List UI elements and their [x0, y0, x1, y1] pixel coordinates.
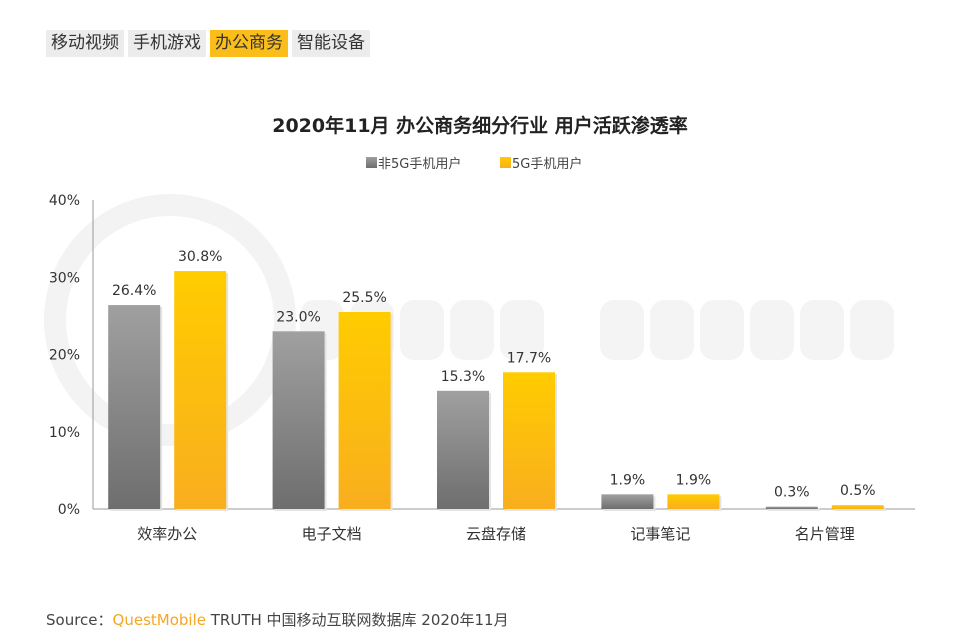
tab-mobile-video[interactable]: 移动视频	[46, 30, 124, 57]
bar	[272, 331, 325, 509]
y-tick-label: 30%	[49, 270, 80, 286]
bar	[174, 271, 227, 509]
y-tick-label: 20%	[49, 348, 80, 364]
data-label: 0.5%	[840, 483, 876, 499]
bar	[437, 390, 489, 509]
bar	[108, 305, 161, 509]
tab-smart-devices[interactable]: 智能设备	[292, 30, 370, 57]
chart-title: 2020年11月 办公商务细分行业 用户活跃渗透率	[272, 114, 688, 137]
legend-swatch	[366, 157, 377, 168]
data-label: 15.3%	[441, 369, 485, 385]
watermark-glyph	[800, 300, 844, 360]
watermark-glyph	[500, 300, 544, 360]
y-tick-label: 0%	[58, 502, 80, 518]
data-label: 0.3%	[774, 485, 810, 501]
y-tick-label: 10%	[49, 425, 80, 441]
watermark-glyph	[650, 300, 694, 360]
x-tick-label: 效率办公	[137, 525, 197, 543]
tab-mobile-games[interactable]: 手机游戏	[128, 30, 206, 57]
data-label: 17.7%	[507, 350, 551, 366]
bar	[338, 312, 391, 509]
bar	[601, 494, 654, 509]
tab-office-business[interactable]: 办公商务	[210, 30, 288, 57]
watermark-glyph	[600, 300, 644, 360]
source-note: Source：QuestMobile TRUTH 中国移动互联网数据库 2020…	[46, 609, 509, 630]
data-label: 30.8%	[178, 249, 222, 265]
source-text: TRUTH 中国移动互联网数据库 2020年11月	[210, 611, 509, 629]
watermark-glyph	[400, 300, 444, 360]
x-tick-label: 记事笔记	[630, 525, 690, 543]
bar	[667, 494, 720, 509]
bar-shadow	[767, 508, 820, 511]
x-tick-label: 电子文档	[302, 525, 362, 543]
legend-label: 非5G手机用户	[378, 156, 461, 172]
legend-swatch	[500, 157, 511, 168]
data-label: 1.9%	[676, 472, 712, 488]
x-tick-label: 名片管理	[795, 525, 855, 543]
source-brand: QuestMobile	[112, 611, 206, 629]
watermark-glyph	[450, 300, 494, 360]
x-tick-label: 云盘存储	[466, 525, 526, 543]
watermark-glyph	[750, 300, 794, 360]
bar-shadow	[833, 507, 886, 511]
bar	[503, 372, 555, 509]
data-label: 25.5%	[342, 290, 386, 306]
legend: 非5G手机用户 5G手机用户	[366, 156, 582, 172]
bar	[765, 506, 818, 509]
data-label: 1.9%	[610, 472, 646, 488]
bar	[831, 505, 884, 509]
watermark-glyph	[700, 300, 744, 360]
category-tabs: 移动视频 手机游戏 办公商务 智能设备	[46, 30, 370, 57]
legend-label: 5G手机用户	[512, 156, 582, 172]
watermark-glyph	[850, 300, 894, 360]
y-tick-label: 40%	[49, 193, 80, 209]
data-label: 23.0%	[276, 309, 320, 325]
source-prefix: Source：	[46, 611, 113, 629]
data-label: 26.4%	[112, 283, 156, 299]
